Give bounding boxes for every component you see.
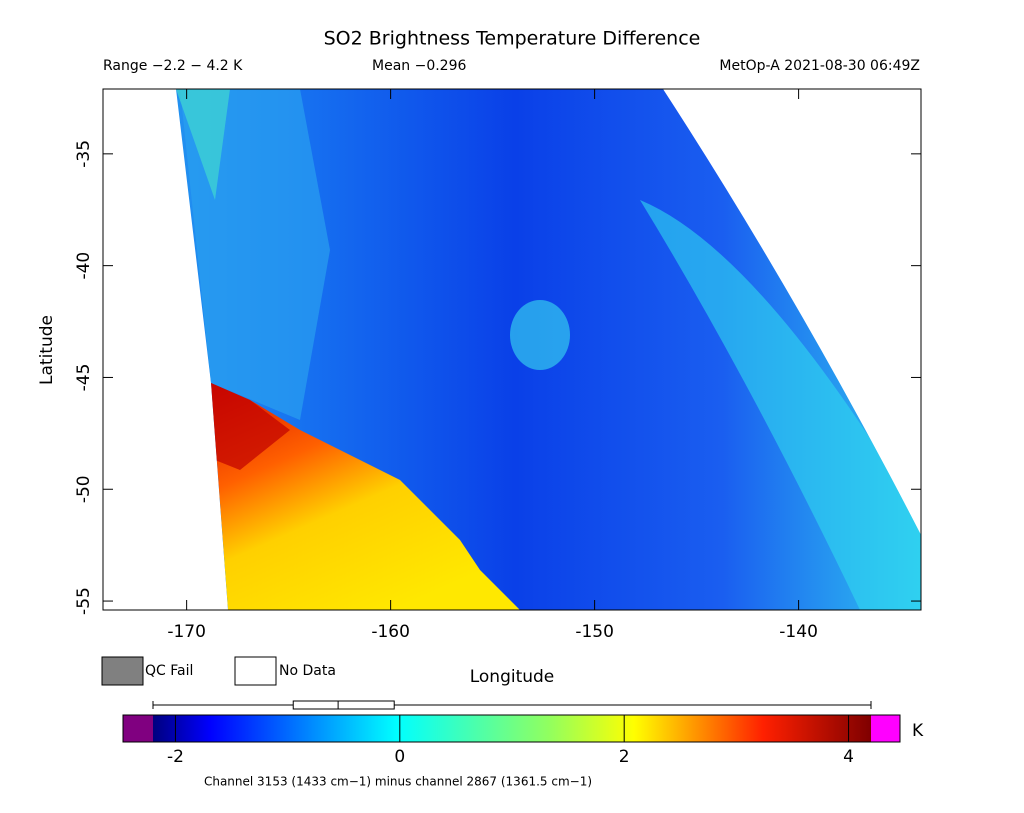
legend-swatch — [234, 656, 277, 686]
colorbar-tick-label: -2 — [167, 747, 184, 767]
range: Range −2.2 − 4.2 K — [103, 58, 243, 74]
x-tick-label: -160 — [371, 622, 410, 642]
legend: QC Fail No Data — [101, 656, 336, 686]
x-axis-label: Longitude — [470, 667, 555, 687]
legend-swatch — [101, 656, 144, 686]
colorbar-tick-label: 4 — [843, 747, 854, 767]
mean: Mean −0.296 — [372, 58, 466, 74]
y-tick-label: -35 — [74, 140, 94, 168]
y-tick-label: -40 — [74, 252, 94, 280]
y-tick-label: -45 — [74, 364, 94, 392]
colorbar-unit: K — [912, 721, 924, 741]
swath-image — [176, 89, 921, 610]
box — [292, 700, 395, 710]
colorbar: -2 0 2 4 K — [122, 700, 924, 767]
y-tick-label: -55 — [74, 587, 94, 615]
axes: -170 -160 -150 -140 -35 -40 -45 -50 -55 — [74, 89, 921, 642]
title: SO2 Brightness Temperature Difference — [324, 28, 701, 50]
source: MetOp-A 2021-08-30 06:49Z — [719, 58, 920, 74]
under-swatch — [123, 715, 153, 742]
footnote: Channel 3153 (1433 cm−1) minus channel 2… — [204, 775, 592, 789]
x-tick-label: -150 — [575, 622, 614, 642]
over-swatch — [871, 715, 900, 742]
y-tick-label: -50 — [74, 475, 94, 503]
legend-label: No Data — [279, 663, 336, 679]
colorbar-tick-label: 2 — [619, 747, 630, 767]
legend-label: QC Fail — [145, 663, 193, 679]
plot-frame — [102, 88, 922, 611]
y-axis-label: Latitude — [37, 315, 57, 385]
x-tick-label: -170 — [167, 622, 206, 642]
x-tick-label: -140 — [779, 622, 818, 642]
colorbar-gradient — [153, 715, 871, 742]
colorbar-tick-label: 0 — [394, 747, 405, 767]
colorbar-frame — [122, 714, 901, 743]
